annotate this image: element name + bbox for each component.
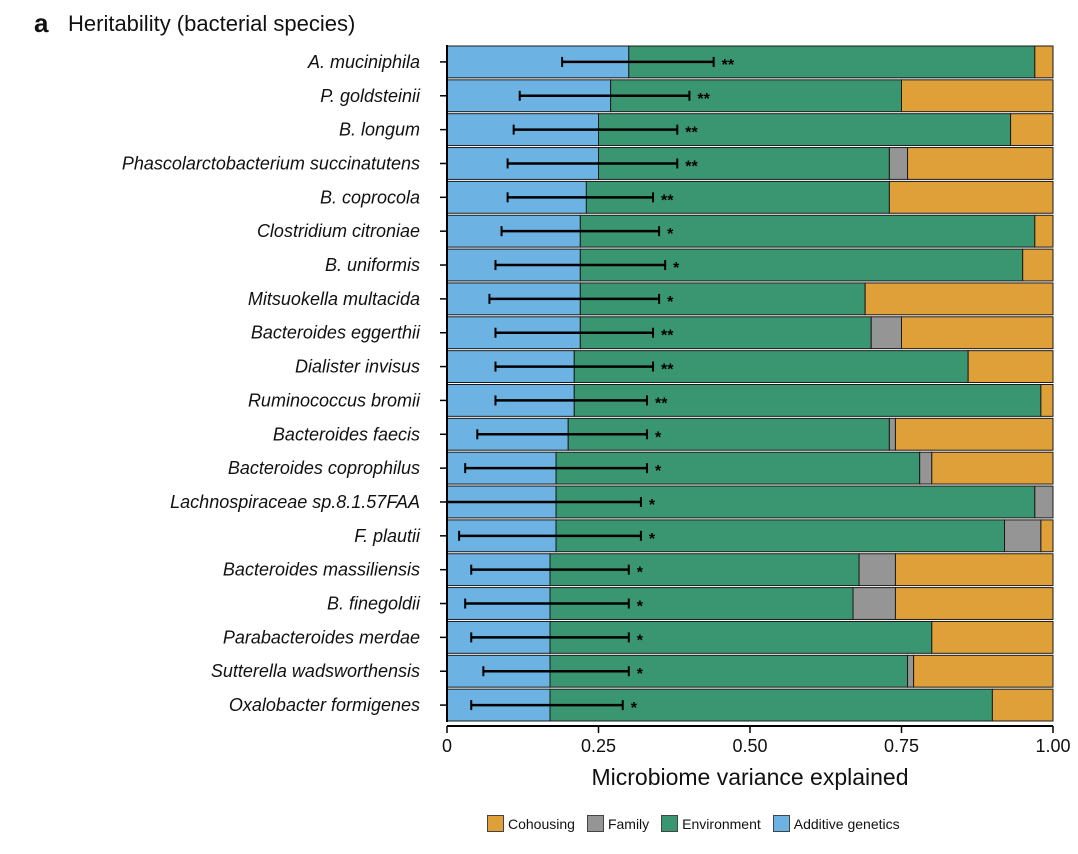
bar-cohousing (1040, 384, 1054, 417)
bar-family (1034, 485, 1054, 519)
bar-cohousing (894, 553, 1054, 587)
x-tick-label: 0.25 (581, 736, 616, 756)
significance-label: * (673, 260, 680, 277)
significance-label: ** (661, 192, 674, 209)
bar-cohousing (864, 282, 1054, 316)
significance-label: ** (661, 328, 674, 345)
category-label: B. uniformis (325, 255, 420, 275)
significance-label: * (667, 226, 674, 243)
category-label: B. coprocola (320, 187, 420, 207)
significance-label: ** (685, 158, 698, 175)
bar-cohousing (991, 688, 1054, 722)
bar-environment (573, 384, 1042, 417)
bar-family (888, 417, 896, 451)
bar-family (858, 553, 896, 587)
category-label: Bacteroides coprophilus (228, 458, 420, 478)
bar-cohousing (913, 654, 1054, 688)
significance-label: ** (722, 57, 735, 74)
bar-cohousing (931, 620, 1054, 654)
bar-cohousing (894, 587, 1054, 620)
bar-cohousing (907, 147, 1054, 180)
significance-label: * (649, 531, 656, 548)
bar-family (888, 147, 909, 180)
bar-cohousing (967, 350, 1054, 383)
legend-label: Family (607, 815, 650, 832)
legend-label: Cohousing (508, 815, 575, 832)
bar-family (870, 316, 903, 350)
significance-label: * (637, 632, 644, 649)
bar-cohousing (1034, 45, 1054, 79)
significance-label: ** (697, 91, 710, 108)
bar-cohousing (901, 316, 1054, 350)
legend-swatch (772, 815, 790, 832)
bar-family (919, 451, 933, 485)
chart-title: Heritability (bacterial species) (68, 11, 356, 36)
legend-swatch (586, 815, 604, 832)
bar-cohousing (1022, 248, 1054, 282)
significance-label: ** (661, 362, 674, 379)
bar-family (907, 654, 915, 688)
bar-cohousing (894, 417, 1054, 451)
bar-cohousing (888, 180, 1054, 214)
legend-item: Cohousing (487, 815, 575, 832)
legend-label: Environment (682, 815, 761, 832)
category-label: Bacteroides massiliensis (223, 560, 420, 580)
category-label: Ruminococcus bromii (248, 390, 421, 410)
category-label: Dialister invisus (295, 357, 420, 377)
category-label: Mitsuokella multacida (248, 289, 420, 309)
x-tick-label: 1.00 (1035, 736, 1070, 756)
category-label: Parabacteroides merdae (223, 627, 420, 647)
significance-label: * (637, 565, 644, 582)
bar-cohousing (1010, 113, 1054, 147)
category-label: A. muciniphila (307, 52, 420, 72)
legend-item: Additive genetics (772, 815, 900, 832)
bar-family (1004, 519, 1042, 553)
x-tick-label: 0 (442, 736, 452, 756)
bar-cohousing (1034, 214, 1054, 248)
x-axis-title: Microbiome variance explained (591, 764, 908, 790)
significance-label: * (637, 599, 644, 616)
legend-item: Family (586, 815, 650, 832)
significance-label: ** (685, 125, 698, 142)
category-label: Oxalobacter formigenes (229, 695, 420, 715)
category-label: Phascolarctobacterium succinatutens (122, 153, 420, 173)
significance-label: * (637, 666, 644, 683)
category-label: F. plautii (354, 526, 421, 546)
significance-label: * (655, 429, 662, 446)
significance-label: ** (655, 395, 668, 412)
legend-label: Additive genetics (793, 815, 900, 832)
significance-label: * (649, 497, 656, 514)
x-tick-label: 0.75 (884, 736, 919, 756)
category-label: Bacteroides faecis (273, 424, 420, 444)
bar-cohousing (1040, 519, 1054, 553)
significance-label: * (631, 700, 638, 717)
bar-cohousing (931, 451, 1054, 485)
significance-label: * (667, 294, 674, 311)
category-label: P. goldsteinii (320, 86, 421, 106)
bar-family (852, 587, 896, 620)
category-label: Bacteroides eggerthii (251, 323, 421, 343)
category-label: B. longum (339, 120, 420, 140)
category-label: Clostridium citroniae (257, 221, 420, 241)
x-tick-label: 0.50 (732, 736, 767, 756)
chart-legend: Cohousing Family Environment Additive genet… (487, 815, 900, 832)
category-label: Sutterella wadsworthensis (211, 661, 420, 681)
panel-letter: a (34, 8, 49, 38)
legend-swatch (661, 815, 679, 832)
category-label: Lachnospiraceae sp.8.1.57FAA (170, 492, 420, 512)
legend-swatch (487, 815, 504, 832)
bar-cohousing (901, 79, 1054, 113)
category-label: B. finegoldii (327, 594, 421, 614)
legend-item: Environment (661, 815, 761, 832)
significance-label: * (655, 463, 662, 480)
